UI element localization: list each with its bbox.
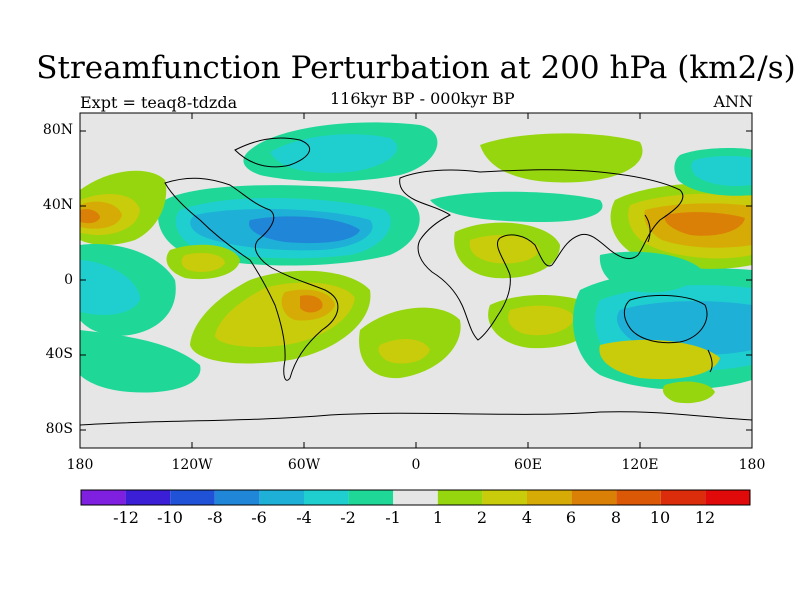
- colorbar-label: -1: [385, 508, 401, 527]
- colorbar-frame: [80, 489, 751, 506]
- colorbar-swatch: [214, 490, 260, 505]
- colorbar-label: -6: [251, 508, 267, 527]
- contour-region: [469, 235, 540, 264]
- colorbar-label: -2: [340, 508, 356, 527]
- lat-label: 40S: [45, 346, 73, 362]
- colorbar-label: 12: [694, 508, 716, 527]
- contour-region: [80, 209, 100, 224]
- coastlines: [80, 137, 752, 426]
- lon-label: 60E: [513, 457, 543, 473]
- colorbar-swatch: [482, 490, 527, 505]
- colorbar-swatch: [393, 490, 438, 505]
- lon-label: 120W: [171, 457, 213, 473]
- colorbar-label: -12: [113, 508, 139, 527]
- colorbar-swatch: [705, 490, 750, 505]
- contour-region: [80, 330, 201, 393]
- contour-region: [270, 134, 398, 173]
- lon-label: 180: [66, 457, 94, 473]
- lat-label: 40N: [42, 197, 73, 213]
- contour-region: [249, 216, 360, 244]
- lon-label: 60W: [287, 457, 321, 473]
- colorbar-label: 4: [521, 508, 533, 527]
- contour-region: [300, 295, 323, 313]
- lon-label: 0: [411, 457, 421, 473]
- contour-region: [599, 251, 700, 293]
- experiment-label: Expt = teaq8-tdzda: [80, 93, 238, 112]
- colorbar-swatch: [259, 490, 304, 505]
- colorbar-swatch: [527, 490, 572, 505]
- contour-region: [664, 212, 745, 236]
- colorbar-label: 6: [565, 508, 577, 527]
- colorbar-swatch: [304, 490, 349, 505]
- lon-label: 180: [738, 457, 766, 473]
- colorbar-label: -10: [157, 508, 183, 527]
- lat-label: 0: [64, 272, 73, 288]
- colorbar-label: -8: [207, 508, 223, 527]
- colorbar-label: 2: [476, 508, 488, 527]
- colorbar-swatch: [571, 490, 617, 505]
- colorbar-label: 10: [649, 508, 671, 527]
- lat-label: 80S: [45, 421, 73, 437]
- axis-ticks: [80, 113, 752, 448]
- contour-region: [508, 305, 575, 336]
- contour-field: [80, 113, 752, 448]
- contour-region: [691, 156, 752, 186]
- colorbar-label: -4: [296, 508, 312, 527]
- colorbar: [80, 489, 751, 506]
- contour-region: [662, 381, 715, 404]
- colorbar-swatch: [660, 490, 706, 505]
- colorbar-swatch: [170, 490, 215, 505]
- contour-region: [378, 338, 430, 364]
- colorbar-swatch: [616, 490, 661, 505]
- lon-label: 120E: [621, 457, 659, 473]
- colorbar-swatch: [348, 490, 394, 505]
- season-label: ANN: [713, 92, 753, 111]
- plot-title: Streamfunction Perturbation at 200 hPa (…: [36, 50, 796, 86]
- contour-region: [181, 252, 225, 272]
- colorbar-label: 1: [432, 508, 444, 527]
- contour-region: [430, 191, 603, 222]
- lat-label: 80N: [42, 122, 73, 138]
- plot-subtitle: 116kyr BP - 000kyr BP: [330, 89, 515, 108]
- contour-region: [599, 339, 720, 380]
- colorbar-swatch: [125, 490, 171, 505]
- colorbar-swatch: [437, 490, 483, 505]
- colorbar-label: 8: [610, 508, 622, 527]
- contour-region: [80, 260, 140, 315]
- colorbar-swatch: [81, 490, 126, 505]
